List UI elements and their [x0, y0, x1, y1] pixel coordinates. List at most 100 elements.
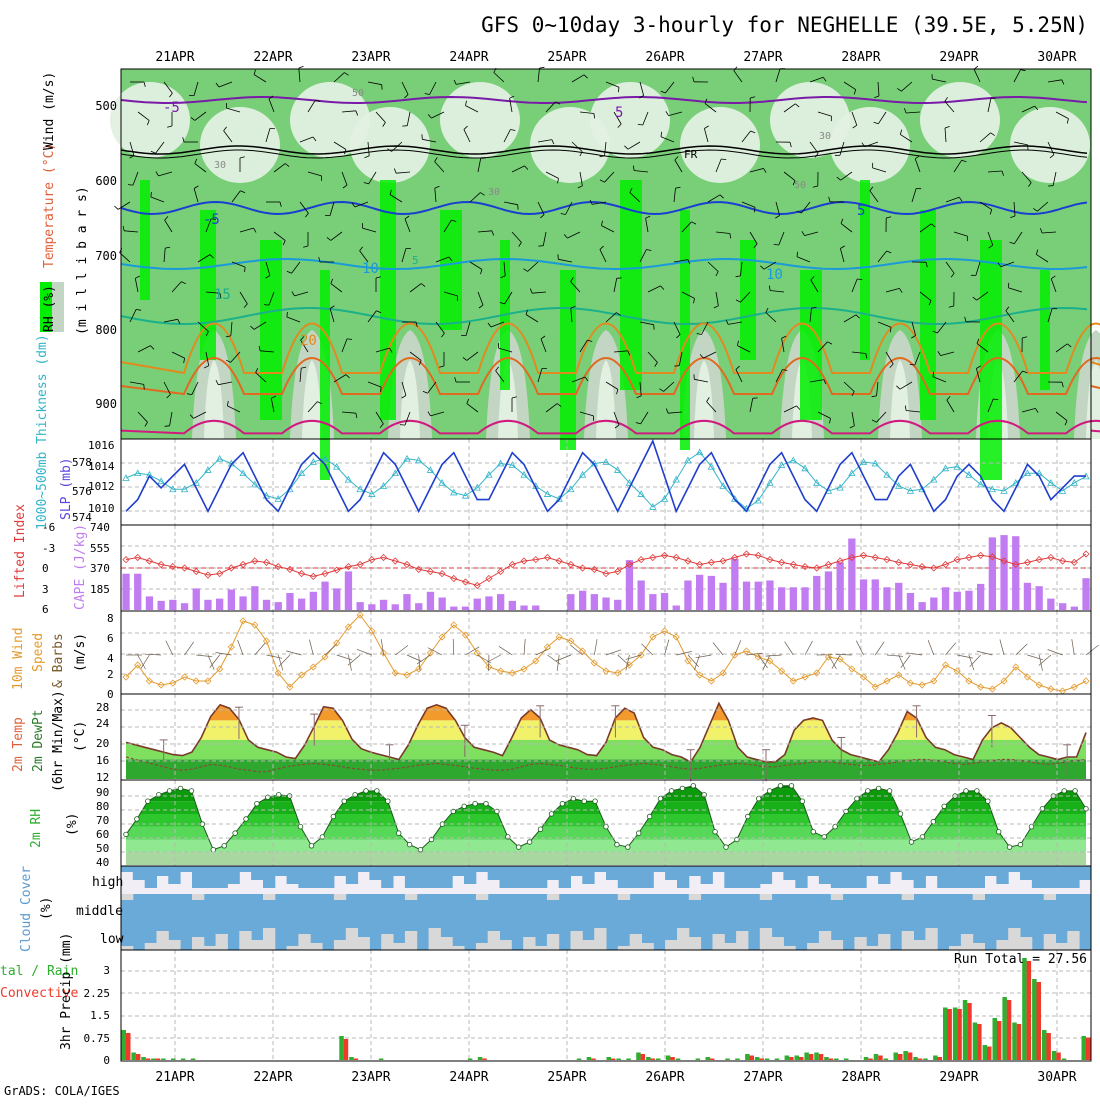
cape-bar	[403, 594, 410, 610]
precip-total-bar	[706, 1057, 711, 1060]
rh-point	[1018, 842, 1023, 847]
rh-point	[626, 845, 631, 850]
ylabel-wind10: & Barbs	[51, 633, 66, 688]
cloud-high-block	[606, 866, 618, 880]
cape-bar	[474, 599, 481, 610]
cloud-low-gap	[630, 934, 642, 950]
cloud-high-block	[452, 866, 464, 876]
cloud-high-block	[736, 866, 748, 888]
ylabel-cloud: (%)	[39, 897, 54, 920]
precip-conv-bar	[710, 1059, 715, 1061]
precip-tick: 0	[103, 1054, 110, 1067]
cloud-level-label: high	[92, 875, 123, 890]
rh-point	[167, 789, 172, 794]
cloud-low-gap	[594, 928, 606, 950]
cloud-low-gap	[535, 946, 547, 950]
cloud-low-gap	[914, 940, 926, 950]
contour-label: 50	[352, 88, 364, 99]
cloud-high-block	[914, 866, 926, 888]
cloud-high-block	[121, 866, 133, 872]
cloud-high-block	[358, 866, 370, 872]
cloud-high-block	[559, 866, 571, 888]
cape-bar	[602, 598, 609, 611]
date-label-bottom: 29APR	[939, 1070, 978, 1085]
cloud-low-gap	[251, 940, 263, 950]
cape-bar	[661, 593, 668, 610]
rh-point	[604, 824, 609, 829]
cloud-low-gap	[713, 934, 725, 950]
cape-bar	[368, 604, 375, 610]
slp-tick: 1016	[88, 439, 115, 452]
rh-dry-area	[440, 82, 520, 158]
cape-bar	[755, 582, 762, 610]
wind-tick: 6	[107, 632, 114, 645]
cloud-level-label: middle	[76, 904, 123, 919]
wind-tick: 8	[107, 612, 114, 625]
cloud-low-gap	[760, 928, 772, 950]
cloud-low-gap	[973, 943, 985, 950]
cape-bar	[567, 594, 574, 610]
rh-point	[527, 840, 532, 845]
cape-bar	[450, 607, 457, 610]
cape-bar	[743, 582, 750, 610]
cloud-high-block	[854, 866, 866, 888]
ylabel-temp2m: 2m Temp	[11, 717, 26, 772]
precip-total-bar	[141, 1057, 146, 1060]
cloud-high-block	[594, 866, 606, 872]
rh-tick: 70	[96, 814, 109, 827]
precip-total-bar	[725, 1059, 730, 1061]
cloud-high-block	[571, 866, 583, 876]
cloud-high-block	[381, 866, 393, 888]
rh-point	[593, 799, 598, 804]
cloud-high-block	[866, 866, 878, 876]
precip-total-bar	[923, 1059, 928, 1061]
cloud-low-gap	[310, 943, 322, 950]
rh-tick: 80	[96, 800, 109, 813]
rh-point	[538, 827, 543, 832]
cape-bar	[942, 587, 949, 610]
precip-conv-bar	[1017, 1024, 1022, 1060]
cape-tick: 370	[90, 562, 110, 575]
precip-total-bar	[1062, 1059, 1067, 1061]
precip-total-bar	[1012, 1023, 1017, 1061]
cloud-high-block	[760, 866, 772, 884]
rh-point	[876, 786, 881, 791]
rh-moist-streak	[680, 210, 690, 450]
rh-point	[484, 801, 489, 806]
cloud-low-gap	[157, 931, 169, 950]
rh-point	[473, 801, 478, 806]
cloud-low-gap	[168, 940, 180, 950]
pressure-tick: 900	[95, 397, 117, 411]
rh-point	[964, 789, 969, 794]
precip-total-bar	[834, 1059, 839, 1061]
cloud-low-gap	[618, 946, 630, 950]
cloud-high-block	[772, 866, 784, 872]
rh-point	[418, 847, 423, 852]
precip-conv-bar	[641, 1054, 646, 1060]
cloud-high-block	[523, 866, 535, 888]
cloud-low-gap	[1067, 931, 1079, 950]
ylabel-wind: Wind (m/s)	[42, 72, 57, 150]
precip-total-bar	[933, 1056, 938, 1061]
precip-tick: 2.25	[84, 987, 111, 1000]
cape-bar	[485, 596, 492, 610]
li-tick: -3	[42, 542, 55, 555]
precip-total-bar	[913, 1057, 918, 1060]
cloud-low-gap	[665, 940, 677, 950]
pressure-tick: 700	[95, 249, 117, 263]
cape-tick: 185	[90, 583, 110, 596]
date-label-top: 26APR	[645, 50, 684, 65]
cloud-low-gap	[358, 937, 370, 950]
cloud-mid-gap	[689, 894, 701, 900]
cloud-high-block	[417, 866, 429, 888]
cape-bar	[860, 579, 867, 610]
cape-bar	[204, 600, 211, 610]
cloud-low-gap	[819, 931, 831, 950]
precip-total-bar	[666, 1056, 671, 1061]
date-label-bottom: 22APR	[253, 1070, 292, 1085]
cape-bar	[790, 587, 797, 610]
precip-conv-bar	[868, 1059, 873, 1061]
cape-bar	[614, 600, 621, 610]
cloud-high-block	[228, 866, 240, 884]
rh-point	[396, 831, 401, 836]
